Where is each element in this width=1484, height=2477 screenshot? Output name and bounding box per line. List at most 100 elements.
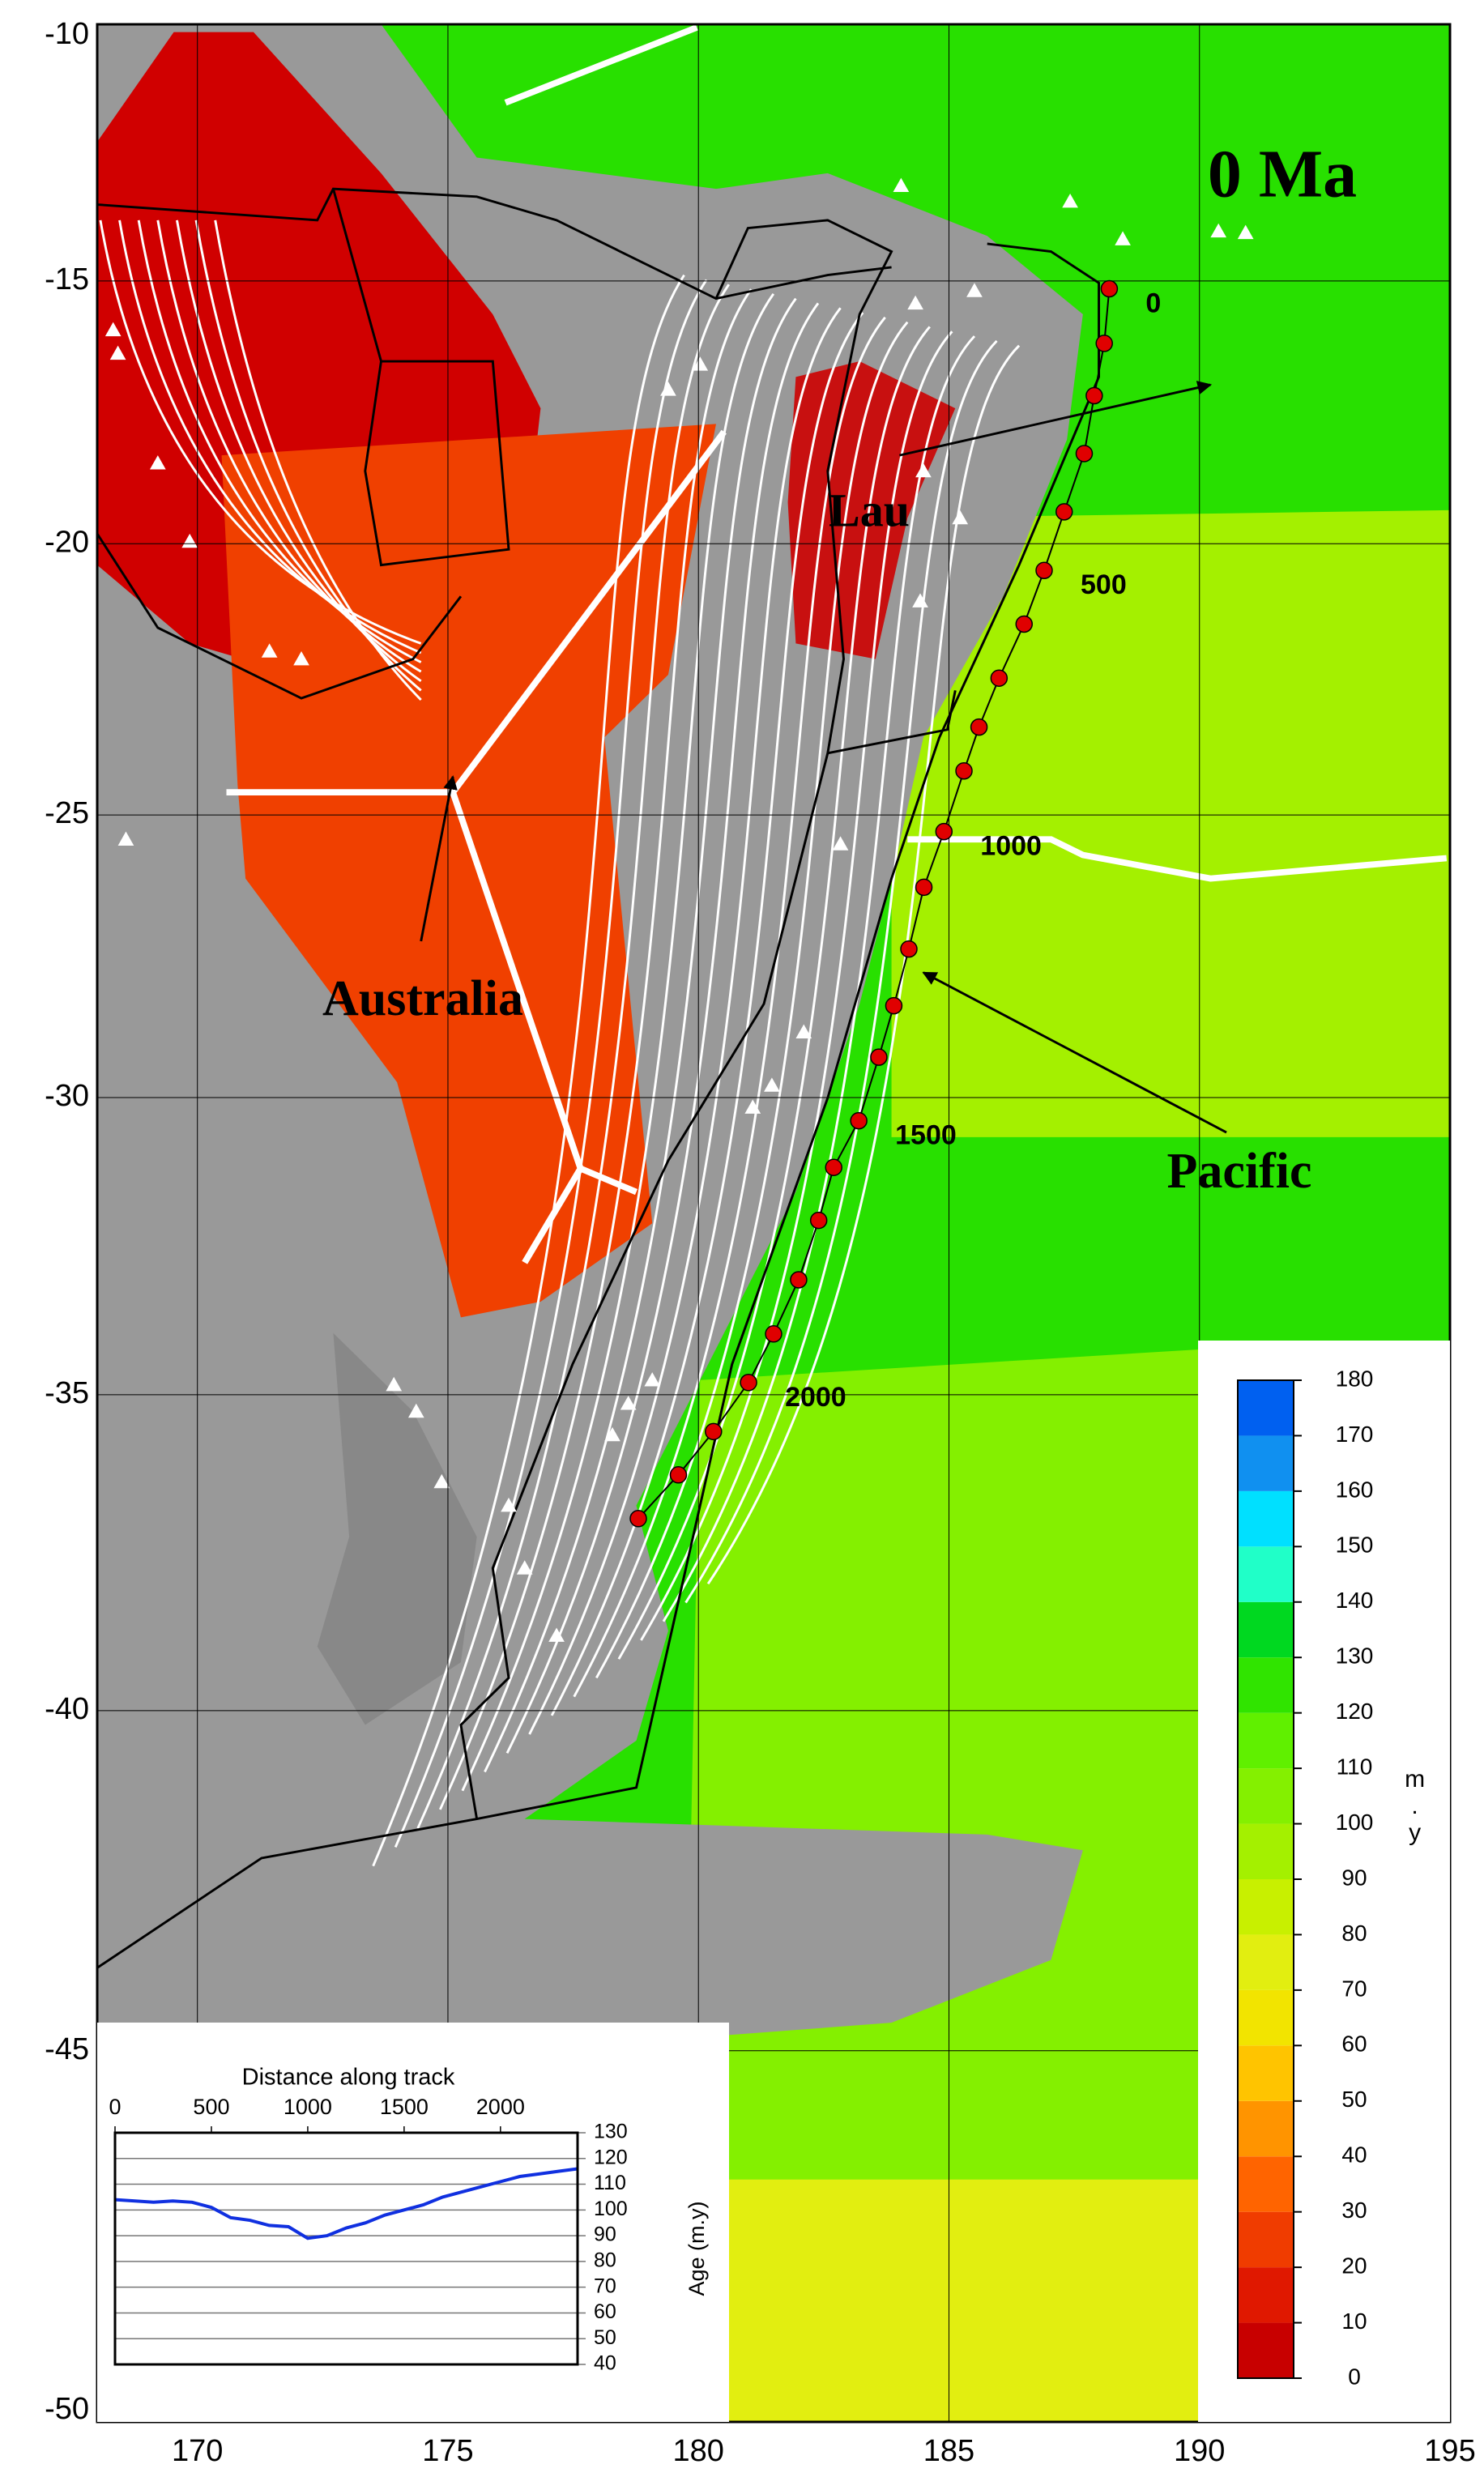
y-tick-label: -45 <box>45 2032 89 2066</box>
colorbar-tick-label: 70 <box>1341 1976 1367 2001</box>
boundary <box>97 242 1101 1969</box>
colorbar-band <box>1238 1879 1294 1935</box>
flow-line <box>372 274 685 1867</box>
inset-y-tick-label: 80 <box>594 2249 616 2271</box>
track-point <box>850 1111 868 1130</box>
colorbar-tick-label: 30 <box>1341 2198 1367 2223</box>
colorbar-tick-label: 110 <box>1337 1754 1373 1780</box>
volcano <box>1210 223 1227 238</box>
plate-label: Lau <box>829 484 910 536</box>
colorbar-band <box>1238 1601 1294 1658</box>
y-tick-label: -10 <box>45 17 89 51</box>
colorbar-band <box>1238 1546 1294 1602</box>
arrow <box>922 971 1227 1134</box>
distance-label: 0 <box>1145 288 1161 318</box>
inset-y-tick-label: 100 <box>594 2198 628 2220</box>
colorbar-band <box>1238 1768 1294 1824</box>
x-tick-label: 185 <box>923 2434 974 2468</box>
track-point <box>1095 335 1113 352</box>
inset-panel <box>97 2023 729 2422</box>
colorbar-band <box>1238 1712 1294 1769</box>
volcano <box>1237 224 1254 240</box>
colorbar-tick-label: 20 <box>1341 2253 1367 2279</box>
volcano <box>620 1396 637 1410</box>
land <box>317 1332 477 1725</box>
x-tick-label: 195 <box>1424 2434 1475 2468</box>
map-title: 0 Ma <box>1208 136 1357 211</box>
colorbar-tick-label: 0 <box>1348 2364 1361 2389</box>
track-line <box>638 288 1111 1520</box>
colorbar-tick-label: 160 <box>1336 1477 1374 1502</box>
ridge <box>504 24 698 106</box>
colorbar-band <box>1238 1490 1294 1547</box>
track-point <box>765 1325 783 1343</box>
inset-y-tick-label: 130 <box>594 2121 628 2143</box>
volcano <box>915 463 932 478</box>
track-point <box>1035 561 1053 579</box>
track-point <box>915 878 933 897</box>
volcano <box>795 1024 812 1038</box>
flow-line <box>461 292 775 1792</box>
colorbar-tick-label: 170 <box>1336 1422 1374 1447</box>
inset-y-tick-label: 70 <box>594 2274 616 2297</box>
colorbar-band <box>1238 1934 1294 1990</box>
inset-x-tick-label: 1000 <box>284 2095 332 2119</box>
distance-label: 1000 <box>980 831 1042 862</box>
colorbar-tick-label: 40 <box>1341 2142 1367 2168</box>
boundary <box>97 187 892 301</box>
colorbar-tick-label: 150 <box>1336 1533 1374 1558</box>
inset-x-tick-label: 1500 <box>380 2095 429 2119</box>
colorbar-tick-label: 140 <box>1336 1588 1374 1613</box>
track-point <box>900 940 918 958</box>
flow-line <box>595 321 909 1679</box>
ridge <box>579 1165 638 1196</box>
x-tick-label: 180 <box>673 2434 724 2468</box>
x-tick-label: 190 <box>1174 2434 1225 2468</box>
inset-y-tick-label: 110 <box>594 2172 626 2194</box>
track-point <box>1075 445 1094 463</box>
y-tick-label: -30 <box>45 1079 89 1113</box>
colorbar-band <box>1238 1657 1294 1713</box>
volcano <box>764 1077 780 1092</box>
inset-title: Distance along track <box>242 2065 455 2091</box>
flow-line <box>662 335 976 1622</box>
colorbar-band <box>1238 2267 1294 2323</box>
track-point <box>1015 615 1034 633</box>
colorbar-tick-label: 120 <box>1336 1699 1374 1724</box>
map-frame <box>96 23 1452 2424</box>
volcano <box>912 593 928 608</box>
volcanoes <box>104 177 1254 1642</box>
track-point <box>1100 279 1119 298</box>
ocean-age <box>891 509 1450 1137</box>
colorbar-band <box>1238 2156 1294 2212</box>
colorbar-band <box>1238 1823 1294 1879</box>
y-tick-label: -40 <box>45 1692 89 1726</box>
colorbar-tick-label: 180 <box>1336 1366 1374 1391</box>
volcano <box>501 1497 517 1512</box>
x-tick-label: 170 <box>172 2434 223 2468</box>
colorbar-band <box>1238 1435 1294 1491</box>
inset-frame <box>113 2131 579 2366</box>
colorbar-tick-label: 80 <box>1341 1921 1367 1946</box>
boundary <box>827 690 957 755</box>
inset-y-label: Age (m.y) <box>684 2201 709 2296</box>
distance-label: 2000 <box>785 1382 846 1413</box>
volcano <box>893 177 910 193</box>
volcano <box>548 1627 565 1642</box>
distance-label: 1500 <box>895 1120 957 1151</box>
colorbar-label: m.y <box>1401 1766 1428 1846</box>
colorbar-band <box>1238 2045 1294 2101</box>
track-point <box>885 996 903 1015</box>
colorbar-panel <box>1198 1341 1450 2422</box>
volcano <box>660 382 676 396</box>
x-tick-label: 175 <box>422 2434 473 2468</box>
track-point <box>825 1158 842 1176</box>
plate-label: Australia <box>322 971 523 1026</box>
volcano <box>261 643 278 658</box>
arrow <box>899 381 1213 457</box>
distance-label: 500 <box>1081 569 1127 600</box>
flow-line <box>550 312 864 1716</box>
y-tick-label: -35 <box>45 1376 89 1410</box>
